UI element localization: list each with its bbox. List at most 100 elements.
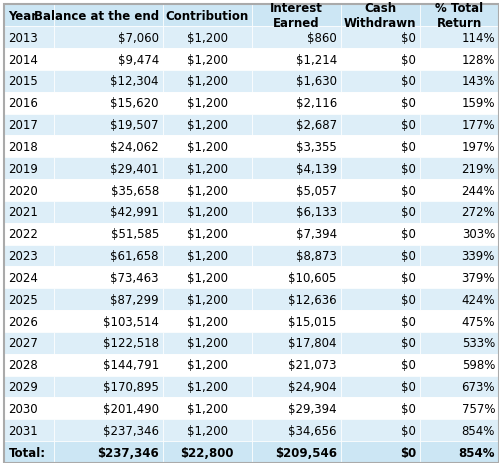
Bar <box>163 180 251 201</box>
Bar <box>4 27 54 49</box>
Text: $0: $0 <box>401 206 416 219</box>
Bar <box>420 27 499 49</box>
Text: 2025: 2025 <box>8 293 38 306</box>
Text: 219%: 219% <box>462 163 495 175</box>
Text: $1,200: $1,200 <box>187 163 228 175</box>
Text: $7,394: $7,394 <box>296 228 337 241</box>
Text: $170,895: $170,895 <box>103 380 159 393</box>
Text: 2026: 2026 <box>8 315 38 328</box>
Bar <box>341 71 420 93</box>
Text: $15,620: $15,620 <box>110 97 159 110</box>
Text: 2022: 2022 <box>8 228 38 241</box>
Text: 303%: 303% <box>462 228 495 241</box>
Text: 379%: 379% <box>462 271 495 284</box>
Text: 475%: 475% <box>462 315 495 328</box>
Text: $0: $0 <box>401 31 416 44</box>
Bar <box>341 267 420 289</box>
Text: $6,133: $6,133 <box>296 206 337 219</box>
Text: 2019: 2019 <box>8 163 38 175</box>
Text: $1,214: $1,214 <box>295 53 337 66</box>
Bar <box>4 245 54 267</box>
Text: % Total
Return: % Total Return <box>435 2 484 31</box>
Bar <box>54 376 163 398</box>
Bar <box>420 49 499 71</box>
Text: 2027: 2027 <box>8 337 38 350</box>
Text: $1,200: $1,200 <box>187 271 228 284</box>
Text: $5,057: $5,057 <box>296 184 337 197</box>
Bar <box>420 93 499 114</box>
Text: $87,299: $87,299 <box>110 293 159 306</box>
Text: $0: $0 <box>401 53 416 66</box>
Text: $0: $0 <box>401 380 416 393</box>
Bar <box>251 6 341 27</box>
Text: 114%: 114% <box>462 31 495 44</box>
Bar <box>341 376 420 398</box>
Text: $2,687: $2,687 <box>296 119 337 132</box>
Bar <box>54 180 163 201</box>
Text: 2015: 2015 <box>8 75 38 88</box>
Text: 2018: 2018 <box>8 141 38 154</box>
Bar <box>4 136 54 158</box>
Text: 128%: 128% <box>462 53 495 66</box>
Text: $144,791: $144,791 <box>102 358 159 371</box>
Bar <box>420 267 499 289</box>
Bar <box>54 354 163 376</box>
Text: $1,200: $1,200 <box>187 315 228 328</box>
Text: $0: $0 <box>401 75 416 88</box>
Bar <box>4 311 54 332</box>
Text: $12,304: $12,304 <box>110 75 159 88</box>
Bar <box>4 354 54 376</box>
Bar <box>54 245 163 267</box>
Bar <box>4 441 54 463</box>
Bar <box>4 201 54 223</box>
Bar <box>4 398 54 419</box>
Text: $51,585: $51,585 <box>110 228 159 241</box>
Text: $0: $0 <box>401 402 416 415</box>
Text: $0: $0 <box>401 141 416 154</box>
Bar <box>341 223 420 245</box>
Bar <box>251 289 341 311</box>
Text: $1,200: $1,200 <box>187 424 228 437</box>
Bar <box>163 267 251 289</box>
Text: $237,346: $237,346 <box>97 445 159 458</box>
Bar <box>420 376 499 398</box>
Text: Contribution: Contribution <box>166 10 249 23</box>
Text: 533%: 533% <box>462 337 495 350</box>
Bar <box>251 180 341 201</box>
Bar <box>420 114 499 136</box>
Text: $0: $0 <box>401 293 416 306</box>
Bar <box>4 180 54 201</box>
Text: $24,062: $24,062 <box>110 141 159 154</box>
Bar <box>341 332 420 354</box>
Text: $1,200: $1,200 <box>187 250 228 263</box>
Bar <box>341 354 420 376</box>
Bar <box>341 93 420 114</box>
Text: 854%: 854% <box>462 424 495 437</box>
Bar <box>341 289 420 311</box>
Text: $237,346: $237,346 <box>103 424 159 437</box>
Bar <box>54 419 163 441</box>
Bar <box>4 114 54 136</box>
Text: $19,507: $19,507 <box>110 119 159 132</box>
Text: $201,490: $201,490 <box>103 402 159 415</box>
Bar <box>54 223 163 245</box>
Text: $1,200: $1,200 <box>187 75 228 88</box>
Bar <box>4 71 54 93</box>
Bar <box>251 245 341 267</box>
Bar <box>251 332 341 354</box>
Text: Cash
Withdrawn: Cash Withdrawn <box>344 2 417 31</box>
Bar <box>251 354 341 376</box>
Text: 673%: 673% <box>462 380 495 393</box>
Text: 854%: 854% <box>459 445 495 458</box>
Bar <box>341 158 420 180</box>
Bar <box>420 289 499 311</box>
Bar <box>54 441 163 463</box>
Bar <box>163 332 251 354</box>
Bar <box>163 136 251 158</box>
Text: $21,073: $21,073 <box>288 358 337 371</box>
Bar <box>54 332 163 354</box>
Bar <box>163 49 251 71</box>
Text: $103,514: $103,514 <box>103 315 159 328</box>
Bar <box>251 267 341 289</box>
Text: $860: $860 <box>307 31 337 44</box>
